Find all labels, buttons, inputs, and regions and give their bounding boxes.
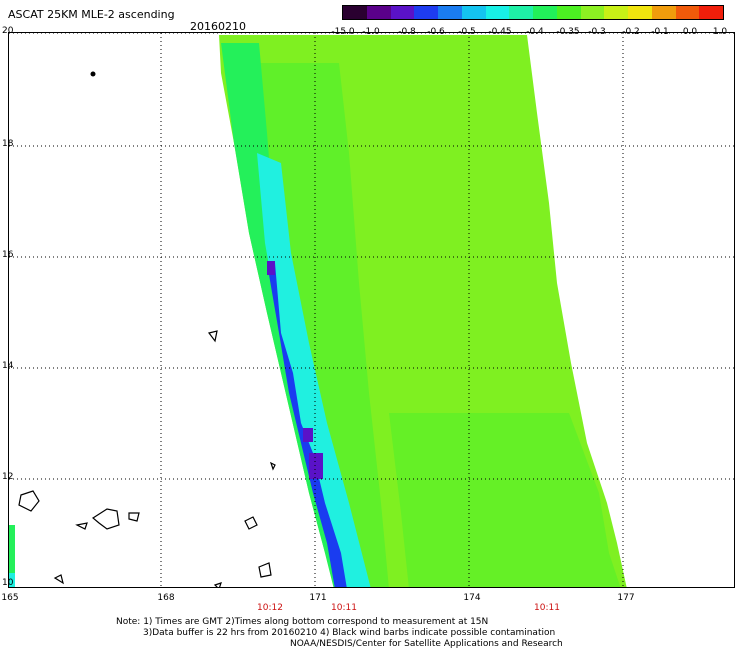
longitude-label: 168 xyxy=(157,593,175,603)
color-scale-cell xyxy=(604,6,628,19)
island-outline xyxy=(269,461,276,471)
latitude-label: 12 xyxy=(2,472,14,482)
island-outline xyxy=(244,516,258,530)
island-outline xyxy=(128,512,140,522)
longitude-label: 174 xyxy=(463,593,481,603)
island-outline xyxy=(258,562,272,578)
island-outline xyxy=(53,574,64,585)
longitude-label: 177 xyxy=(617,593,635,603)
left-swath-strip xyxy=(9,573,15,587)
color-scale-cell xyxy=(461,6,486,19)
color-scale-cell xyxy=(414,6,438,19)
color-scale-cell xyxy=(699,6,723,19)
note-line-1: Note: 1) Times are GMT 2)Times along bot… xyxy=(116,617,489,627)
color-scale-cell xyxy=(343,6,367,19)
swath-lower-band xyxy=(389,413,621,587)
color-scale-cell xyxy=(390,6,415,19)
island-outline xyxy=(91,508,120,530)
pass-time-label-3: 10:11 xyxy=(534,603,560,613)
color-scale-cell xyxy=(675,6,700,19)
island-dot xyxy=(90,71,96,77)
swath-blue-edge xyxy=(267,263,347,587)
pass-time-label-2: 10:11 xyxy=(331,603,357,613)
island-outline xyxy=(75,522,88,530)
note-line-3: NOAA/NESDIS/Center for Satellite Applica… xyxy=(290,639,563,649)
swath-purple-cell xyxy=(267,261,275,275)
island-outline xyxy=(207,330,218,343)
latitude-label: 10 xyxy=(2,578,14,588)
color-scale-cell xyxy=(556,6,581,19)
color-scale-cell xyxy=(509,6,533,19)
color-scale-cell xyxy=(438,6,462,19)
left-swath-strip xyxy=(9,525,15,587)
latitude-label: 20 xyxy=(2,26,14,36)
color-scale-cell xyxy=(533,6,557,19)
color-scale-bar xyxy=(342,5,724,20)
latitude-label: 18 xyxy=(2,139,14,149)
product-date: 20160210 xyxy=(190,20,246,33)
latitude-label: 14 xyxy=(2,361,14,371)
product-title: ASCAT 25KM MLE-2 ascending xyxy=(8,8,175,21)
longitude-label: 171 xyxy=(309,593,327,603)
swath-purple-cell xyxy=(303,428,313,442)
color-scale-cell xyxy=(580,6,605,19)
pass-time-label-1: 10:12 xyxy=(257,603,283,613)
longitude-label: 165 xyxy=(1,593,19,603)
island-outline xyxy=(18,490,40,512)
swath-purple-cell xyxy=(309,453,323,479)
note-line-2: 3)Data buffer is 22 hrs from 20160210 4)… xyxy=(143,628,556,638)
color-scale-cell xyxy=(485,6,510,19)
swath-cyan-edge xyxy=(257,153,371,587)
color-scale-cell xyxy=(628,6,652,19)
color-scale-cell xyxy=(651,6,676,19)
latitude-label: 16 xyxy=(2,250,14,260)
swath-map xyxy=(8,32,735,588)
swath-map-canvas xyxy=(9,33,734,587)
color-scale-cell xyxy=(366,6,391,19)
island-outline xyxy=(213,582,222,587)
